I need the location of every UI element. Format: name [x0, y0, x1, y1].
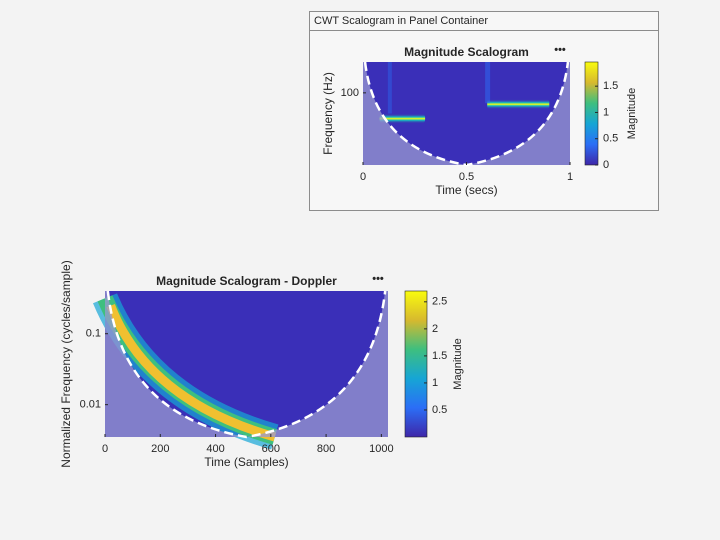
colorbar-tick-label: 1: [603, 106, 609, 118]
colorbar-tick-label: 2.5: [432, 296, 447, 308]
x-tick-label: 200: [151, 443, 169, 455]
panel-title: CWT Scalogram in Panel Container: [314, 15, 488, 27]
colorbar-tick-label: 0.5: [603, 133, 618, 145]
colorbar-label: Magnitude: [452, 338, 464, 389]
colorbar-tick-label: 0.5: [432, 404, 447, 416]
heat-streak: [485, 62, 491, 104]
x-tick-label: 400: [206, 443, 224, 455]
x-tick-label: 0: [360, 171, 366, 183]
x-tick-label: 0: [102, 443, 108, 455]
heat-streak: [387, 62, 392, 114]
heat-spot: [379, 113, 426, 124]
x-tick-label: 0.5: [459, 171, 474, 183]
cone-of-influence: [106, 290, 387, 439]
y-axis-label: Normalized Frequency (cycles/sample): [59, 260, 73, 467]
heat-spot: [487, 99, 550, 110]
colorbar-tick-label: 2: [432, 323, 438, 335]
toolbar-menu[interactable]: •••: [554, 44, 566, 56]
y-tick-label: 0.01: [80, 399, 101, 411]
x-axis-label: Time (Samples): [204, 455, 288, 469]
x-tick-label: 600: [262, 443, 280, 455]
colorbar-tick-label: 1.5: [603, 80, 618, 92]
x-tick-label: 1: [567, 171, 573, 183]
chart-title: Magnitude Scalogram - Doppler: [156, 274, 337, 288]
colorbar: [584, 61, 599, 166]
colorbar: [404, 290, 428, 438]
toolbar-menu[interactable]: •••: [372, 273, 384, 285]
colorbar-tick-label: 1.5: [432, 350, 447, 362]
colorbar-tick-label: 1: [432, 377, 438, 389]
colorbar-tick-label: 0: [603, 159, 609, 171]
x-tick-label: 800: [317, 443, 335, 455]
colorbar-label: Magnitude: [626, 88, 638, 139]
heat-ridge: [106, 303, 277, 442]
y-tick-label: 100: [341, 87, 359, 99]
y-tick-label: 0.1: [86, 328, 101, 340]
x-tick-label: 1000: [369, 443, 393, 455]
chart-title: Magnitude Scalogram: [404, 45, 529, 59]
cone-shade: [105, 291, 388, 437]
y-axis-label: Frequency (Hz): [321, 72, 335, 155]
cone-shade: [363, 62, 570, 165]
x-axis-label: Time (secs): [435, 183, 497, 197]
